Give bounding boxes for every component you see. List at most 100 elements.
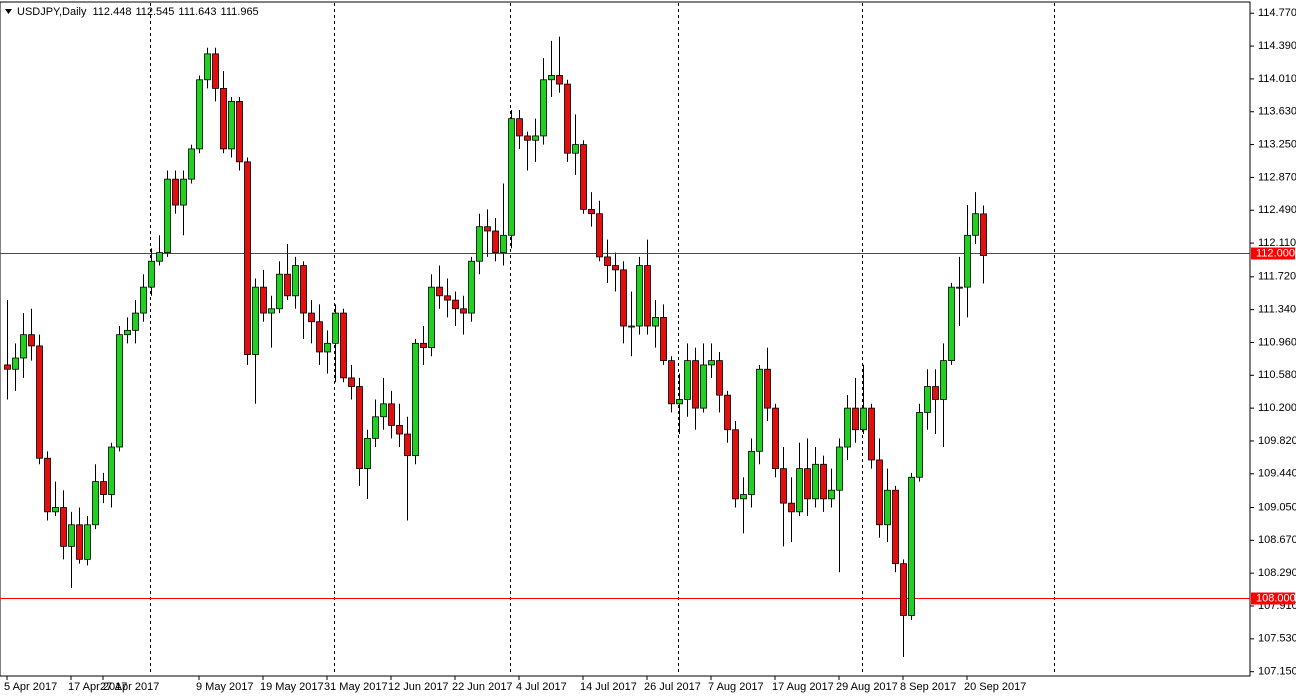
candle-body [580,144,587,210]
y-tick-label: 110.200 [1258,402,1296,414]
candle-body [524,135,531,141]
header-open: 112.448 [93,6,132,18]
candle-body [308,312,315,323]
y-tick-label: 111.340 [1258,304,1296,316]
candle-body [452,299,459,310]
x-tick-label: 5 Apr 2017 [4,681,57,693]
x-tick-label: 4 Jul 2017 [516,681,567,693]
x-tick-label: 29 Aug 2017 [836,681,898,693]
candle-body [500,234,507,253]
candle-body [52,507,59,513]
y-tick-label: 112.490 [1258,204,1296,216]
y-tick-label: 114.010 [1258,73,1296,85]
candle-body [828,489,835,500]
candles [4,36,987,657]
candle-body [740,494,747,500]
candle-body [756,368,763,452]
y-tick-label: 109.440 [1258,468,1296,480]
candle-body [284,273,291,297]
candle-body [84,524,91,560]
candle-body [956,286,963,289]
candle-body [620,269,627,327]
candle-body [36,345,43,459]
candle-body [844,407,851,448]
header-high: 112.545 [135,6,174,18]
x-tick-label: 19 May 2017 [260,681,324,693]
level-label-box [1251,592,1295,605]
candle-body [788,502,795,513]
candle-body [532,135,539,141]
candle-body [212,53,219,89]
candle-body [908,476,915,616]
x-tick-label: 26 Jul 2017 [644,681,701,693]
candle-body [156,252,163,262]
y-tick-label: 108.290 [1258,567,1296,579]
candle-body [860,407,867,431]
candle-body [572,144,579,154]
candle-body [588,208,595,215]
candle-body [356,386,363,470]
candle-body [364,437,371,470]
header-close: 111.965 [221,6,259,18]
candle-body [268,308,275,314]
y-tick-label: 114.390 [1258,40,1296,52]
level-label: 112.000 [1256,247,1295,259]
candle-body [516,118,523,137]
candle-body [564,83,571,154]
candle-body [700,364,707,409]
candle-body [92,481,99,526]
candle-body [140,286,147,314]
y-tick-label: 107.150 [1258,666,1296,678]
candle-body [660,316,667,362]
y-tick-label: 113.630 [1258,106,1296,118]
x-tick-label: 9 May 2017 [196,681,253,693]
candle-body [380,403,387,418]
candle-body [476,226,483,262]
candle-body [372,416,379,439]
candle-body [68,524,75,547]
candle-body [724,394,731,431]
candle-body [900,563,907,616]
y-tick-label: 113.250 [1258,138,1296,150]
candle-body [804,468,811,500]
candle-body [4,364,11,370]
candle-body [948,286,955,362]
candle-body [916,412,923,478]
y-tick-label: 112.870 [1258,171,1296,183]
candle-body [44,457,51,513]
candle-body [428,286,435,349]
x-tick-label: 17 Aug 2017 [772,681,834,693]
candle-body [868,407,875,461]
candle-body [748,450,755,495]
y-tick-label: 110.580 [1258,369,1296,381]
menu-triangle[interactable] [5,9,12,14]
candle-body [644,265,651,327]
candle-body [924,386,931,413]
candle-body [556,75,563,85]
candle-body [404,433,411,457]
x-tick-label: 20 Sep 2017 [964,681,1026,693]
candle-body [684,360,691,400]
candle-body [324,342,331,353]
candle-body [108,446,115,495]
candle-body [732,429,739,500]
candle-body [468,260,475,314]
y-tick-label: 109.820 [1258,435,1296,447]
candle-body [820,463,827,500]
candle-body [796,468,803,513]
candle-body [204,53,211,81]
candle-body [124,329,131,336]
candle-body [164,178,171,253]
candle-body [388,403,395,426]
candle-body [708,360,715,366]
candle-body [604,256,611,266]
candle-body [876,459,883,526]
candle-body [132,312,139,331]
candle-body [220,88,227,150]
candle-body [228,100,235,150]
x-tick-label: 27 Apr 2017 [100,681,159,693]
candle-body [836,446,843,491]
candle-body [628,325,635,328]
y-tick-label: 112.110 [1258,237,1296,249]
